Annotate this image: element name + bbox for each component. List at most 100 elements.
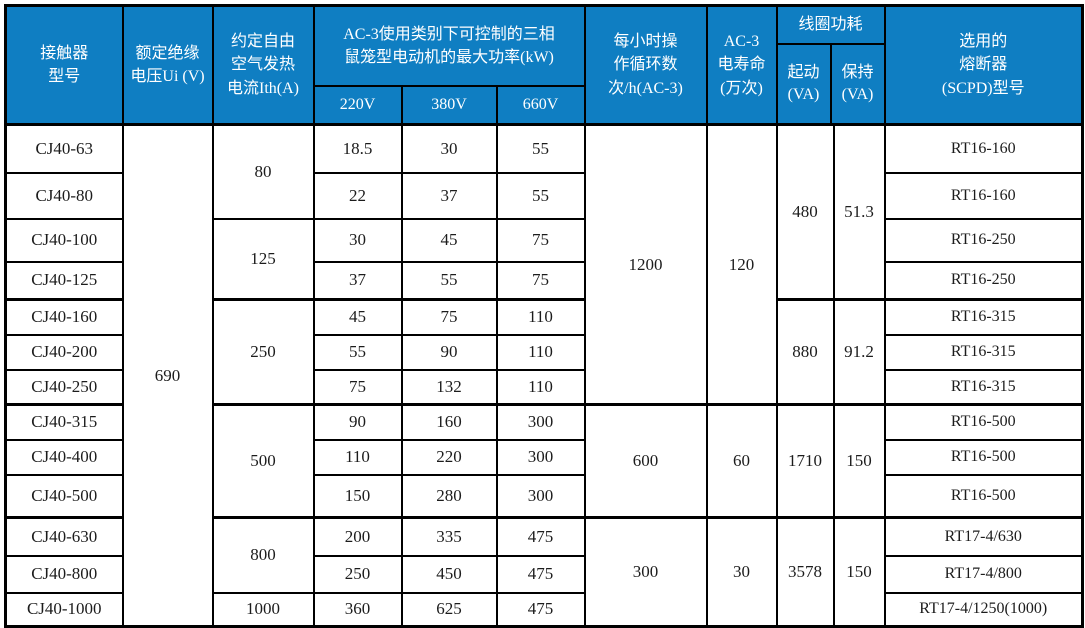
- cell-kw660: 300: [495, 473, 586, 519]
- table-row: CJ40-500 150 280 300 RT16-500: [4, 473, 1084, 519]
- cell-va-hold-150a: 150: [832, 403, 886, 519]
- contactor-spec-table: 接触器 型号 额定绝缘 电压Ui (V) 约定自由 空气发热 电流Ith(A) …: [4, 4, 1085, 628]
- cell-model: CJ40-1000: [4, 591, 124, 628]
- cell-fuse: RT17-4/1250(1000): [883, 591, 1084, 628]
- cell-kw660: 110: [495, 368, 586, 406]
- cell-va-hold-51-3: 51.3: [832, 123, 886, 301]
- cell-life-120: 120: [705, 123, 778, 406]
- cell-kw380: 30: [400, 123, 498, 174]
- cell-kw660: 475: [495, 554, 586, 594]
- table-row: CJ40-800 250 450 475 RT17-4/800: [4, 554, 1084, 594]
- cell-kw380: 280: [400, 473, 498, 519]
- table-row: CJ40-400 110 220 300 RT16-500: [4, 438, 1084, 476]
- cell-model: CJ40-800: [4, 554, 124, 594]
- cell-model: CJ40-63: [4, 123, 124, 174]
- table-row: CJ40-100 125 30 45 75 RT16-250: [4, 217, 1084, 301]
- cell-kw660: 300: [495, 438, 586, 476]
- cell-kw380: 132: [400, 368, 498, 406]
- cell-kw220: 200: [312, 516, 403, 557]
- coil-group-layout: 线圈功耗 起动 (VA) 保持 (VA): [778, 8, 883, 123]
- cell-model: CJ40-125: [4, 260, 124, 301]
- cell-kw220: 90: [312, 403, 403, 441]
- cell-kw380: 75: [400, 298, 498, 336]
- cell-model: CJ40-315: [4, 403, 124, 441]
- cell-kw380: 625: [400, 591, 498, 628]
- table-row: CJ40-63 690 80 18.5 30 55 1200 120 480 5…: [4, 123, 1084, 628]
- cell-model: CJ40-80: [4, 171, 124, 220]
- table-row: CJ40-80 22 37 55 RT16-160: [4, 171, 1084, 220]
- header-coil-start: 起动 (VA): [787, 64, 820, 103]
- cell-kw660: 75: [495, 260, 586, 301]
- cell-ui-690: 690: [121, 123, 214, 628]
- header-coil-hold: 保持 (VA): [829, 45, 883, 123]
- cell-model: CJ40-100: [4, 217, 124, 263]
- cell-life-60: 60: [705, 403, 778, 519]
- cell-model: CJ40-500: [4, 473, 124, 519]
- cell-va-start-480: 480: [775, 123, 835, 301]
- table-row: CJ40-630 800 200 335 475 300 30 3578 150…: [4, 516, 1084, 628]
- cell-kw380: 90: [400, 333, 498, 371]
- cell-va-start-1710: 1710: [775, 403, 835, 519]
- table-header: 接触器 型号 额定绝缘 电压Ui (V) 约定自由 空气发热 电流Ith(A) …: [4, 4, 1084, 126]
- cell-kw220: 55: [312, 333, 403, 371]
- cell-ith-500: 500: [211, 403, 315, 519]
- cell-fuse: RT17-4/630: [883, 516, 1084, 557]
- cell-model: CJ40-160: [4, 298, 124, 336]
- cell-kw220: 110: [312, 438, 403, 476]
- cell-life-30: 30: [705, 516, 778, 628]
- cell-model: CJ40-200: [4, 333, 124, 371]
- cell-kw220: 45: [312, 298, 403, 336]
- cell-cycles-600: 600: [583, 403, 708, 519]
- table-row: CJ40-125 37 55 75 RT16-250: [4, 260, 1084, 301]
- table-body: CJ40-63 690 80 18.5 30 55 1200 120 480 5…: [4, 123, 1084, 628]
- cell-va-hold-150b: 150: [832, 516, 886, 628]
- cell-kw380: 335: [400, 516, 498, 557]
- coil-subheaders: 起动 (VA) 保持 (VA): [779, 45, 883, 123]
- header-life: AC-3 电寿命 (万次): [705, 4, 778, 126]
- cell-kw220: 75: [312, 368, 403, 406]
- cell-va-hold-91-2: 91.2: [832, 298, 886, 406]
- header-power-group: AC-3使用类别下可控制的三相 鼠笼型电动机的最大功率(kW): [312, 4, 586, 87]
- cell-kw380: 450: [400, 554, 498, 594]
- cell-ith-125: 125: [211, 217, 315, 301]
- cell-fuse: RT16-315: [883, 368, 1084, 406]
- cell-cycles-1200: 1200: [583, 123, 708, 406]
- table-row: CJ40-250 75 132 110 RT16-315: [4, 368, 1084, 406]
- table-row: CJ40-1000 1000 360 625 475 RT17-4/1250(1…: [4, 591, 1084, 628]
- header-ith: 约定自由 空气发热 电流Ith(A): [211, 4, 315, 126]
- cell-model: CJ40-630: [4, 516, 124, 557]
- cell-model: CJ40-400: [4, 438, 124, 476]
- table-row: CJ40-315 500 90 160 300 600 60 1710 150 …: [4, 403, 1084, 519]
- cell-fuse: RT16-315: [883, 298, 1084, 336]
- header-cycles: 每小时操 作循环数 次/h(AC-3): [583, 4, 708, 126]
- cell-ith-1000: 1000: [211, 591, 315, 628]
- cell-cycles-300: 300: [583, 516, 708, 628]
- cell-kw220: 18.5: [312, 123, 403, 174]
- cell-kw660: 110: [495, 333, 586, 371]
- cell-ith-80: 80: [211, 123, 315, 220]
- header-model: 接触器 型号: [4, 4, 124, 126]
- header-sub-380v: 380V: [400, 84, 498, 126]
- header-sub-220v: 220V: [312, 84, 403, 126]
- header-sub-660v: 660V: [495, 84, 586, 126]
- cell-ith-250: 250: [211, 298, 315, 406]
- header-fuse: 选用的 熔断器 (SCPD)型号: [883, 4, 1084, 126]
- cell-kw660: 475: [495, 516, 586, 557]
- cell-fuse: RT16-160: [883, 123, 1084, 174]
- cell-ith-800: 800: [211, 516, 315, 594]
- header-coil-title: 线圈功耗: [778, 8, 883, 45]
- cell-va-start-3578: 3578: [775, 516, 835, 628]
- cell-kw220: 22: [312, 171, 403, 220]
- cell-fuse: RT16-500: [883, 438, 1084, 476]
- header-coil-group: 线圈功耗 起动 (VA) 保持 (VA): [775, 4, 886, 126]
- table-row: CJ40-200 55 90 110 RT16-315: [4, 333, 1084, 371]
- cell-kw220: 250: [312, 554, 403, 594]
- cell-kw380: 37: [400, 171, 498, 220]
- cell-kw220: 30: [312, 217, 403, 263]
- cell-model: CJ40-250: [4, 368, 124, 406]
- cell-fuse: RT16-315: [883, 333, 1084, 371]
- cell-kw660: 55: [495, 123, 586, 174]
- cell-va-start-880: 880: [775, 298, 835, 406]
- cell-fuse: RT16-500: [883, 403, 1084, 441]
